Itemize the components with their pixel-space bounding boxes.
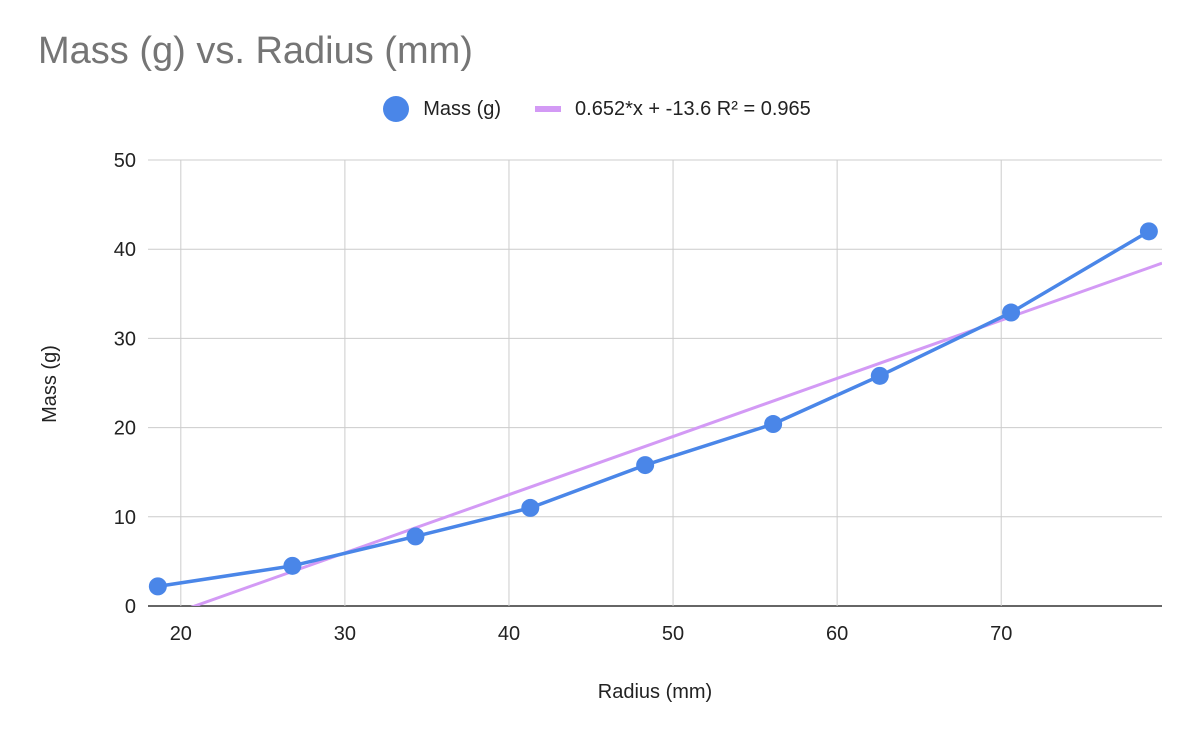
legend-item-mass[interactable]: Mass (g) (383, 96, 501, 122)
legend-marker-dot (383, 96, 410, 122)
legend-item-trendline[interactable]: 0.652*x + -13.6 R² = 0.965 (535, 98, 811, 121)
data-point (406, 527, 425, 546)
y-tick-label: 50 (114, 150, 136, 172)
y-tick-label: 30 (114, 328, 136, 350)
x-tick-label: 70 (990, 623, 1012, 645)
y-tick-label: 0 (125, 596, 136, 618)
data-point (1002, 303, 1021, 322)
gridlines (148, 159, 1162, 607)
data-point (764, 415, 783, 434)
data-point (870, 366, 889, 385)
legend: Mass (g) 0.652*x + -13.6 R² = 0.965 (0, 96, 1194, 122)
legend-label-mass: Mass (g) (423, 97, 502, 120)
x-tick-label: 60 (826, 623, 848, 645)
x-tick-label: 30 (334, 623, 356, 645)
y-axis-title: Mass (g) (39, 345, 61, 423)
x-tick-label: 50 (662, 623, 684, 645)
y-tick-label: 10 (114, 507, 136, 529)
data-point (283, 556, 302, 575)
series-line (157, 229, 1150, 589)
y-tick-label: 40 (114, 239, 136, 261)
points-layer (148, 222, 1158, 596)
series-layer (157, 229, 1150, 589)
data-point (148, 577, 167, 596)
chart-title: Mass (g) vs. Radius (mm) (38, 30, 473, 72)
x-tick-label: 40 (498, 623, 520, 645)
data-point (636, 456, 655, 475)
tick-labels: 0 10 20 30 40 50 20 30 40 50 60 70 (114, 150, 1013, 645)
x-tick-label: 20 (170, 623, 192, 645)
x-axis-title: Radius (mm) (598, 681, 712, 703)
data-point (521, 498, 540, 517)
y-tick-label: 20 (114, 418, 136, 440)
legend-marker-line (535, 106, 562, 112)
legend-label-trendline: 0.652*x + -13.6 R² = 0.965 (575, 97, 811, 120)
data-point (1139, 222, 1158, 241)
